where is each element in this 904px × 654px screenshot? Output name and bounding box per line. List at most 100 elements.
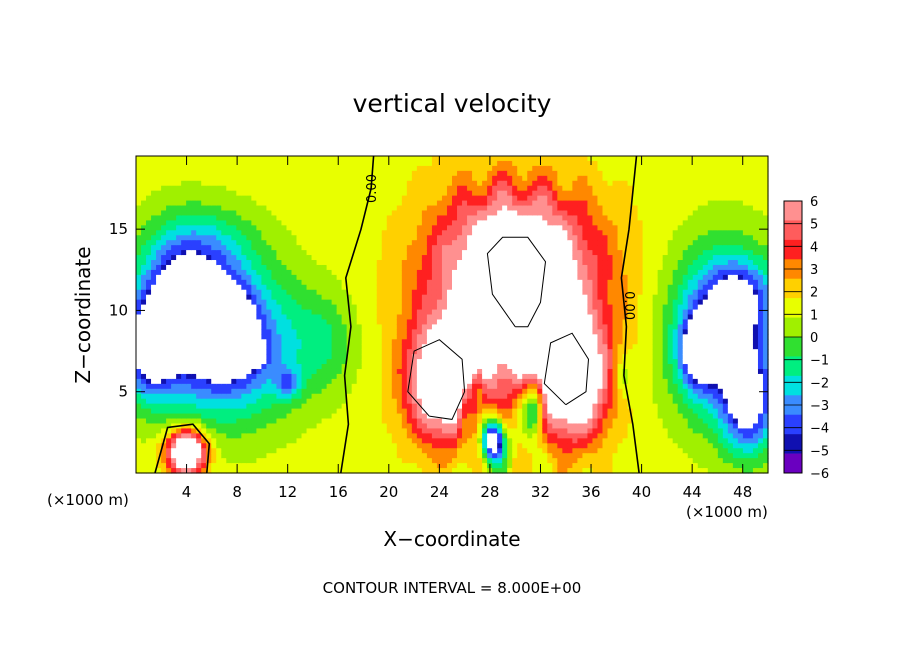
heatmap-cell xyxy=(487,165,493,172)
heatmap-cell xyxy=(196,359,202,365)
heatmap-cell xyxy=(286,329,293,335)
heatmap-cell xyxy=(296,354,303,360)
heatmap-cell xyxy=(141,160,147,167)
heatmap-cell xyxy=(181,359,187,365)
heatmap-cell xyxy=(136,279,142,286)
heatmap-cell xyxy=(321,284,328,291)
heatmap-cell xyxy=(311,309,318,316)
heatmap-cell xyxy=(346,373,353,380)
heatmap-cell xyxy=(492,304,498,311)
heatmap-cell xyxy=(181,453,187,459)
heatmap-cell xyxy=(472,349,478,355)
heatmap-cell xyxy=(371,245,378,251)
heatmap-cell xyxy=(296,368,303,375)
heatmap-cell xyxy=(477,344,483,350)
heatmap-cell xyxy=(261,438,268,444)
heatmap-cell xyxy=(186,458,192,464)
heatmap-cell xyxy=(166,458,172,464)
heatmap-cell xyxy=(426,255,433,261)
heatmap-cell xyxy=(301,255,308,261)
heatmap-cell xyxy=(492,448,498,454)
heatmap-cell xyxy=(216,279,222,286)
heatmap-cell xyxy=(477,185,483,192)
heatmap-cell xyxy=(181,458,187,464)
heatmap-cell xyxy=(522,294,528,301)
heatmap-cell xyxy=(502,344,508,350)
heatmap-cell xyxy=(301,398,308,405)
heatmap-cell xyxy=(522,344,528,350)
heatmap-cell xyxy=(151,359,157,365)
heatmap-cell xyxy=(206,274,212,281)
heatmap-cell xyxy=(426,190,433,197)
heatmap-cell xyxy=(276,264,283,271)
heatmap-cell xyxy=(281,185,288,192)
heatmap-cell xyxy=(482,284,488,291)
heatmap-cell xyxy=(446,289,453,296)
heatmap-cell xyxy=(376,264,383,271)
heatmap-cell xyxy=(156,235,162,241)
heatmap-cell xyxy=(266,260,273,266)
heatmap-cell xyxy=(206,175,212,182)
heatmap-cell xyxy=(136,294,142,301)
heatmap-cell xyxy=(497,284,503,291)
heatmap-cell xyxy=(371,378,378,385)
heatmap-cell xyxy=(316,190,323,197)
heatmap-cell xyxy=(316,339,323,345)
heatmap-cell xyxy=(396,359,403,365)
heatmap-cell xyxy=(276,205,283,212)
heatmap-cell xyxy=(436,185,443,192)
heatmap-cell xyxy=(416,225,423,231)
heatmap-cell xyxy=(186,240,192,246)
heatmap-cell xyxy=(376,279,383,286)
heatmap-cell xyxy=(276,359,283,365)
heatmap-cell xyxy=(271,284,278,291)
heatmap-cell xyxy=(256,165,262,172)
heatmap-cell xyxy=(381,403,388,410)
heatmap-cell xyxy=(301,428,308,434)
heatmap-cell xyxy=(462,289,468,296)
heatmap-cell xyxy=(416,413,423,420)
heatmap-cell xyxy=(492,373,498,380)
heatmap-cell xyxy=(251,448,257,454)
heatmap-cell xyxy=(161,428,167,434)
heatmap-cell xyxy=(161,329,167,335)
heatmap-cell xyxy=(206,368,212,375)
heatmap-cell xyxy=(321,165,328,172)
heatmap-cell xyxy=(256,210,262,217)
heatmap-cell xyxy=(201,255,207,261)
heatmap-cell xyxy=(396,185,403,192)
heatmap-cell xyxy=(226,448,232,454)
heatmap-cell xyxy=(281,314,288,321)
heatmap-cell xyxy=(477,304,483,311)
heatmap-cell xyxy=(241,423,247,430)
heatmap-cell xyxy=(507,250,513,256)
heatmap-cell xyxy=(446,274,453,281)
heatmap-cell xyxy=(421,339,428,345)
heatmap-cell xyxy=(452,463,458,469)
heatmap-cell xyxy=(291,408,298,415)
heatmap-cell xyxy=(141,448,147,454)
heatmap-cell xyxy=(361,324,368,330)
heatmap-cell xyxy=(251,393,257,400)
heatmap-cell xyxy=(311,324,318,330)
heatmap-cell xyxy=(487,175,493,182)
heatmap-cell xyxy=(336,468,343,474)
heatmap-cell xyxy=(436,274,443,281)
heatmap-cell xyxy=(211,260,217,266)
heatmap-cell xyxy=(141,220,147,226)
heatmap-cell xyxy=(522,314,528,321)
heatmap-cell xyxy=(261,359,268,365)
heatmap-cell xyxy=(386,230,393,236)
heatmap-cell xyxy=(241,428,247,434)
heatmap-cell xyxy=(136,200,142,207)
heatmap-cell xyxy=(191,314,197,321)
heatmap-cell xyxy=(356,260,363,266)
heatmap-cell xyxy=(336,245,343,251)
heatmap-cell xyxy=(457,339,463,345)
heatmap-cell xyxy=(266,443,273,449)
heatmap-cell xyxy=(426,319,433,325)
heatmap-cell xyxy=(507,215,513,221)
heatmap-cell xyxy=(346,255,353,261)
heatmap-cell xyxy=(221,255,227,261)
heatmap-cell xyxy=(416,245,423,251)
